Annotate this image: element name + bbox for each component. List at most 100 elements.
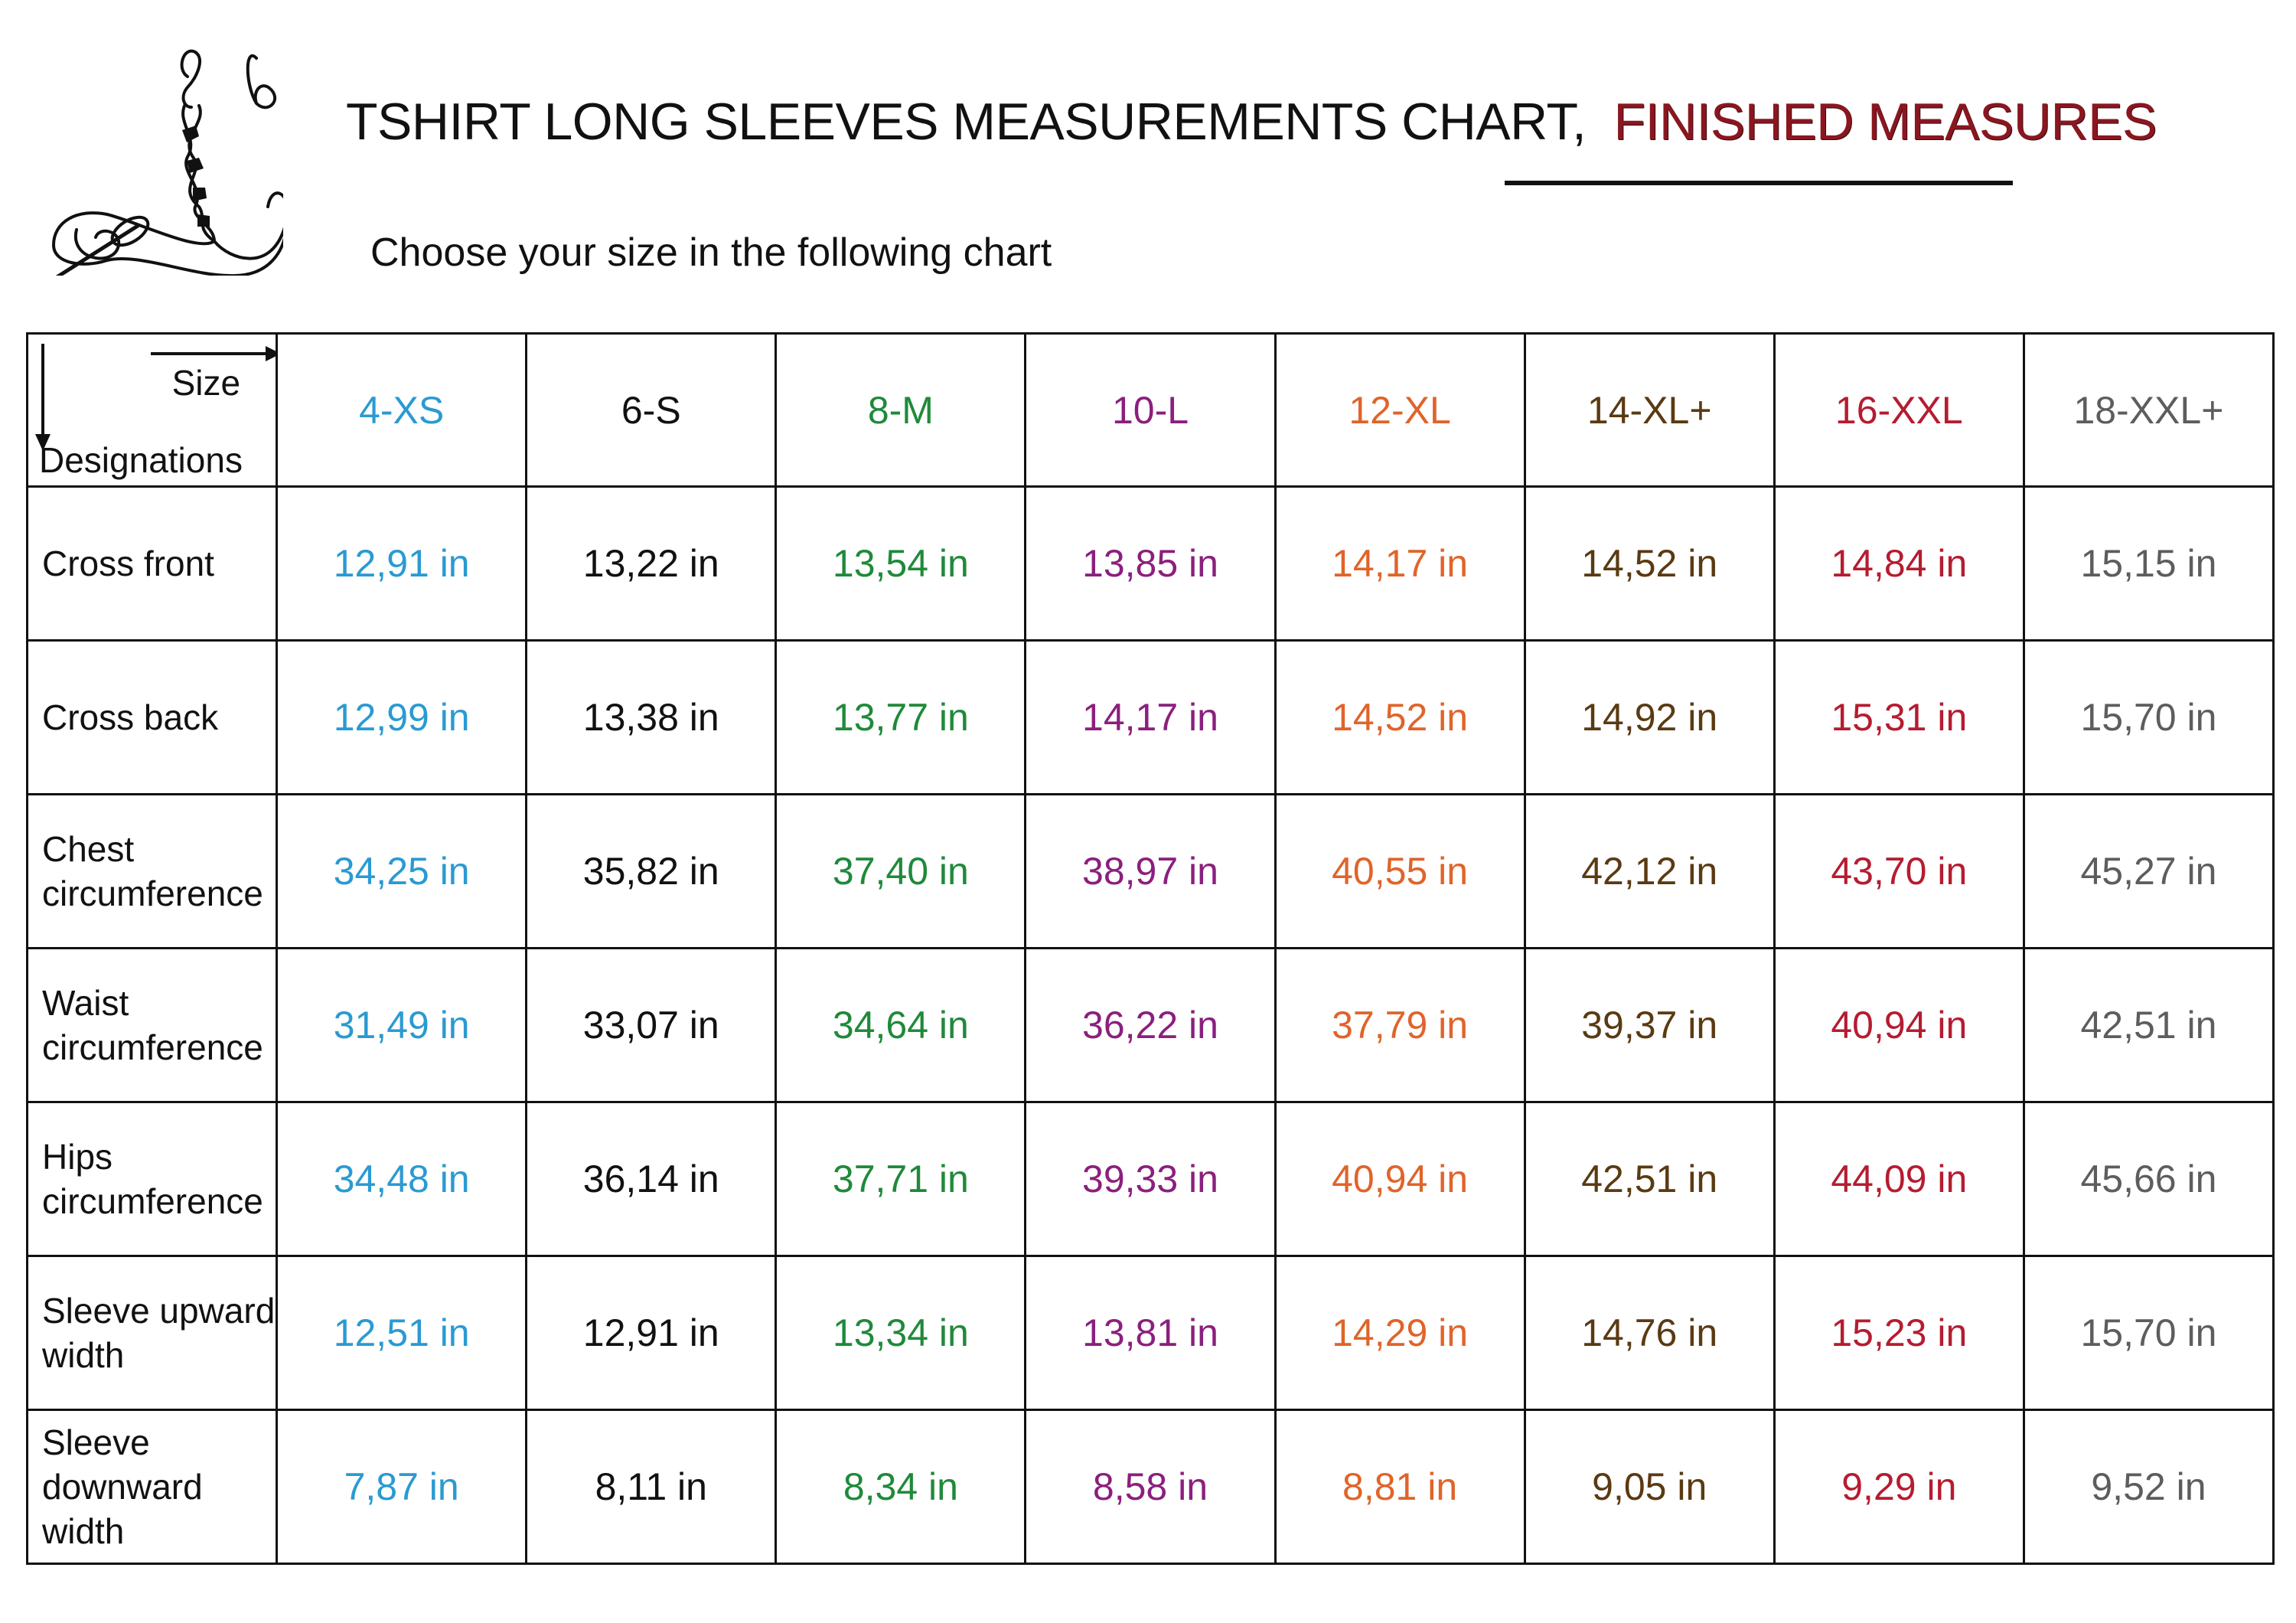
measurement-cell: 12,91 in <box>525 1255 778 1411</box>
measurement-cell: 37,79 in <box>1274 947 1526 1103</box>
measurement-cell: 35,82 in <box>525 793 778 949</box>
title-underline <box>1505 181 2013 185</box>
table-row: Chest circumference 34,25 in 35,82 in 37,40 … <box>25 793 2275 949</box>
row-label-line: circumference <box>42 874 263 913</box>
measurement-cell: 40,94 in <box>1274 1101 1526 1257</box>
measurement-cell: 34,64 in <box>775 947 1027 1103</box>
measurement-cell: 40,94 in <box>1773 947 2025 1103</box>
row-label: Sleeve upward width <box>25 1255 279 1411</box>
measurement-cell: 13,81 in <box>1024 1255 1277 1411</box>
measurement-cell: 37,40 in <box>775 793 1027 949</box>
measurement-cell: 15,31 in <box>1773 639 2025 795</box>
size-header: 4-XS <box>276 332 528 488</box>
measurement-cell: 42,12 in <box>1523 793 1776 949</box>
row-label: Hips circumference <box>25 1101 279 1257</box>
size-header: 16-XXL <box>1773 332 2025 488</box>
size-header: 10-L <box>1024 332 1277 488</box>
measurement-cell: 14,76 in <box>1523 1255 1776 1411</box>
size-axis-label: Size <box>171 363 241 403</box>
table-row: Sleeve downward width 7,87 in 8,11 in 8,34 in… <box>25 1409 2275 1565</box>
measurement-cell: 13,54 in <box>775 485 1027 642</box>
measurement-cell: 36,22 in <box>1024 947 1277 1103</box>
arrow-down-icon <box>35 344 51 451</box>
row-label-line: Sleeve upward <box>42 1291 276 1331</box>
measurement-cell: 13,34 in <box>775 1255 1027 1411</box>
measurement-cell: 14,17 in <box>1274 485 1526 642</box>
size-header: 12-XL <box>1274 332 1526 488</box>
measurement-cell: 15,15 in <box>2022 485 2275 642</box>
measurement-cell: 34,48 in <box>276 1101 528 1257</box>
row-label-line: width <box>42 1511 125 1551</box>
measurement-cell: 37,71 in <box>775 1101 1027 1257</box>
measurement-cell: 13,77 in <box>775 639 1027 795</box>
table-row: Cross front 12,91 in 13,22 in 13,54 in 13,85… <box>25 485 2275 642</box>
table-row: Hips circumference 34,48 in 36,14 in 37,71 i… <box>25 1101 2275 1257</box>
measurement-cell: 45,27 in <box>2022 793 2275 949</box>
row-label-line: Hips <box>42 1137 113 1177</box>
row-label-line: Sleeve <box>42 1422 150 1462</box>
needle-thread-logo <box>51 49 283 276</box>
measurement-cell: 14,29 in <box>1274 1255 1526 1411</box>
measurement-cell: 38,97 in <box>1024 793 1277 949</box>
size-header: 6-S <box>525 332 778 488</box>
designations-axis-label: Designations <box>39 440 243 480</box>
measurement-cell: 14,92 in <box>1523 639 1776 795</box>
measurement-cell: 39,37 in <box>1523 947 1776 1103</box>
measurement-cell: 8,58 in <box>1024 1409 1277 1565</box>
row-label-line: Chest <box>42 829 135 869</box>
row-label-line: Cross front <box>42 544 214 583</box>
measurement-cell: 15,23 in <box>1773 1255 2025 1411</box>
measurement-cell: 34,25 in <box>276 793 528 949</box>
row-label-line: circumference <box>42 1027 263 1067</box>
measurement-cell: 13,85 in <box>1024 485 1277 642</box>
size-chart-table: Size Designations 4-XS 6-S 8-M 10-L 12-XL 14-XL… <box>25 332 2275 1565</box>
row-label: Waist circumference <box>25 947 279 1103</box>
subtitle: Choose your size in the following chart <box>370 230 1052 275</box>
measurement-cell: 12,91 in <box>276 485 528 642</box>
row-label: Chest circumference <box>25 793 279 949</box>
row-label-line: Cross back <box>42 697 219 737</box>
measurement-cell: 13,38 in <box>525 639 778 795</box>
measurement-cell: 14,84 in <box>1773 485 2025 642</box>
measurement-cell: 40,55 in <box>1274 793 1526 949</box>
size-header: 8-M <box>775 332 1027 488</box>
row-label-line: circumference <box>42 1181 263 1221</box>
measurement-cell: 12,51 in <box>276 1255 528 1411</box>
table-row: Sleeve upward width 12,51 in 12,91 in 13,34 … <box>25 1255 2275 1411</box>
measurement-cell: 15,70 in <box>2022 1255 2275 1411</box>
table-header-row: Size Designations 4-XS 6-S 8-M 10-L 12-XL 14-XL… <box>25 332 2275 488</box>
table-row: Waist circumference 31,49 in 33,07 in 34,64 … <box>25 947 2275 1103</box>
measurement-cell: 14,17 in <box>1024 639 1277 795</box>
row-label-line: Waist <box>42 983 129 1023</box>
measurement-cell: 14,52 in <box>1523 485 1776 642</box>
measurement-cell: 43,70 in <box>1773 793 2025 949</box>
measurement-cell: 39,33 in <box>1024 1101 1277 1257</box>
measurement-cell: 44,09 in <box>1773 1101 2025 1257</box>
measurement-cell: 36,14 in <box>525 1101 778 1257</box>
row-label-line: downward <box>42 1467 203 1507</box>
measurement-cell: 14,52 in <box>1274 639 1526 795</box>
title-accent: FINISHED MEASURES <box>1613 93 2157 151</box>
size-header: 18-XXL+ <box>2022 332 2275 488</box>
row-label: Cross front <box>25 485 279 642</box>
row-label-line: width <box>42 1335 125 1375</box>
measurement-cell: 9,52 in <box>2022 1409 2275 1565</box>
measurement-cell: 12,99 in <box>276 639 528 795</box>
measurement-cell: 8,81 in <box>1274 1409 1526 1565</box>
corner-cell: Size Designations <box>25 332 279 488</box>
arrow-right-icon <box>151 346 275 361</box>
measurement-cell: 9,05 in <box>1523 1409 1776 1565</box>
measurement-cell: 45,66 in <box>2022 1101 2275 1257</box>
row-label: Cross back <box>25 639 279 795</box>
page-title: TSHIRT LONG SLEEVES MEASUREMENTS CHART, … <box>346 92 2157 168</box>
measurement-cell: 42,51 in <box>1523 1101 1776 1257</box>
table-row: Cross back 12,99 in 13,38 in 13,77 in 14,17 … <box>25 639 2275 795</box>
measurement-cell: 9,29 in <box>1773 1409 2025 1565</box>
measurement-cell: 33,07 in <box>525 947 778 1103</box>
measurement-cell: 7,87 in <box>276 1409 528 1565</box>
measurement-cell: 42,51 in <box>2022 947 2275 1103</box>
measurement-cell: 31,49 in <box>276 947 528 1103</box>
measurement-cell: 8,34 in <box>775 1409 1027 1565</box>
measurement-cell: 8,11 in <box>525 1409 778 1565</box>
title-main: TSHIRT LONG SLEEVES MEASUREMENTS CHART, <box>346 93 1587 151</box>
